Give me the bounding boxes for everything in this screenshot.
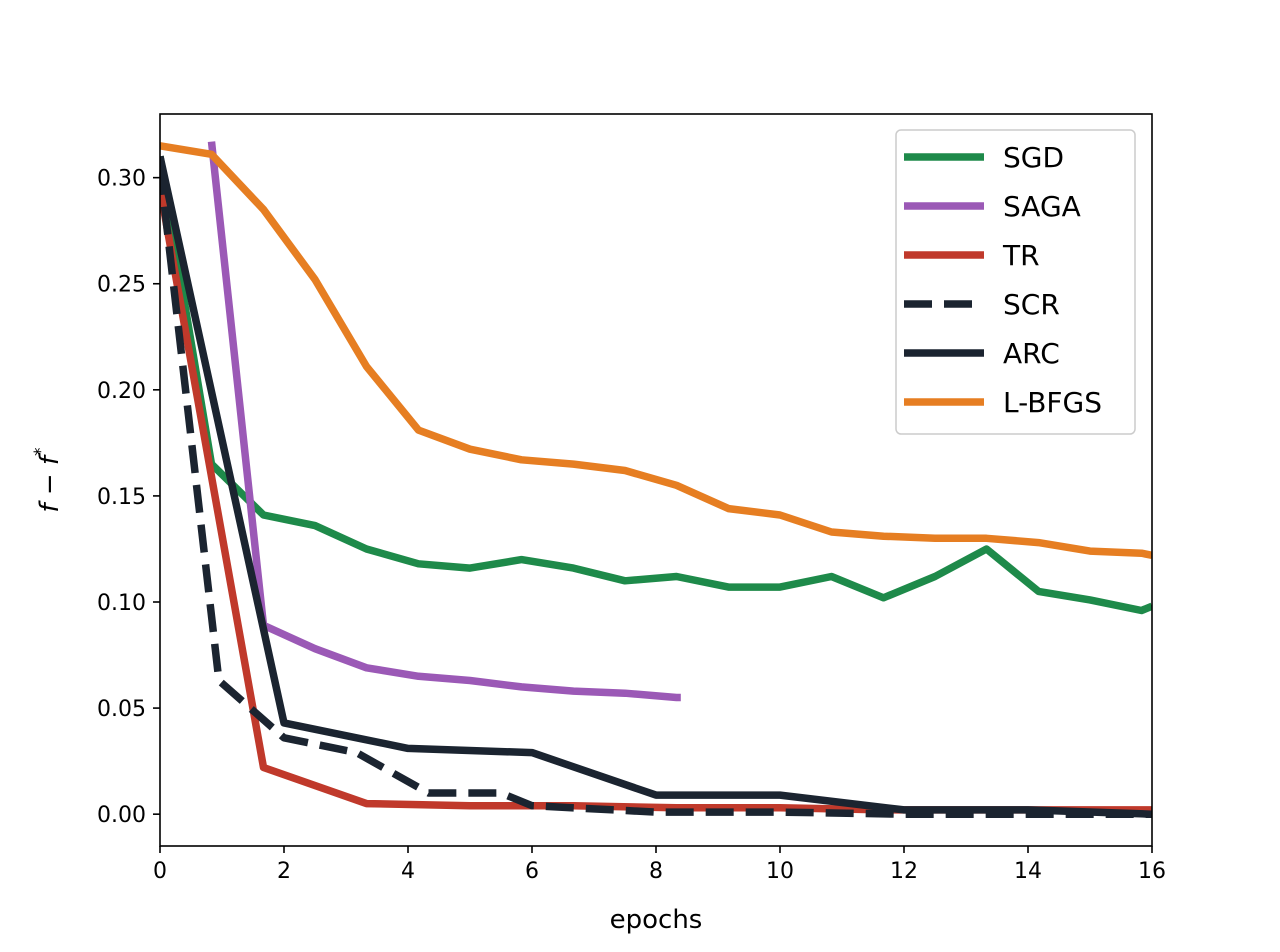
x-tick-label: 8 [649, 859, 663, 884]
series-line-l-bfgs [160, 142, 1152, 559]
legend: SGD SAGA TR SCR ARC L-BFGS [895, 129, 1136, 435]
series-line-sgd [160, 155, 1152, 615]
legend-label: L-BFGS [1003, 386, 1102, 419]
x-tick-label: 4 [401, 859, 415, 884]
x-tick-label: 6 [525, 859, 539, 884]
legend-label: ARC [1003, 337, 1060, 370]
y-axis: 0.00 0.05 0.10 0.15 0.20 0.25 0.30 [97, 167, 160, 828]
x-axis: 0 2 4 6 8 10 12 14 16 [153, 846, 1166, 884]
legend-label: SCR [1003, 288, 1060, 321]
x-tick-label: 12 [890, 859, 918, 884]
y-tick-label: 0.00 [97, 803, 146, 828]
y-axis-label-base: f − f [35, 452, 65, 512]
x-tick-label: 10 [766, 859, 794, 884]
legend-label: SAGA [1003, 190, 1081, 223]
x-axis-label: epochs [610, 905, 703, 935]
y-tick-label: 0.15 [97, 485, 146, 510]
y-tick-label: 0.25 [97, 273, 146, 298]
x-tick-label: 2 [277, 859, 291, 884]
series-line-scr [160, 166, 1152, 818]
series-line-arc [160, 155, 1152, 818]
legend-label: TR [1002, 239, 1040, 272]
series-line-saga [207, 141, 681, 702]
x-tick-label: 14 [1014, 859, 1042, 884]
x-tick-label: 16 [1138, 859, 1166, 884]
y-axis-label: f − f* [31, 447, 65, 512]
y-tick-label: 0.30 [97, 167, 146, 192]
legend-items: SGD SAGA TR SCR ARC L-BFGS [904, 141, 1102, 419]
y-tick-label: 0.05 [97, 697, 146, 722]
y-axis-label-superscript: * [31, 447, 51, 456]
y-tick-label: 0.20 [97, 379, 146, 404]
legend-label: SGD [1003, 141, 1064, 174]
y-tick-label: 0.10 [97, 591, 146, 616]
x-tick-label: 0 [153, 859, 167, 884]
series-layer [160, 141, 1152, 818]
